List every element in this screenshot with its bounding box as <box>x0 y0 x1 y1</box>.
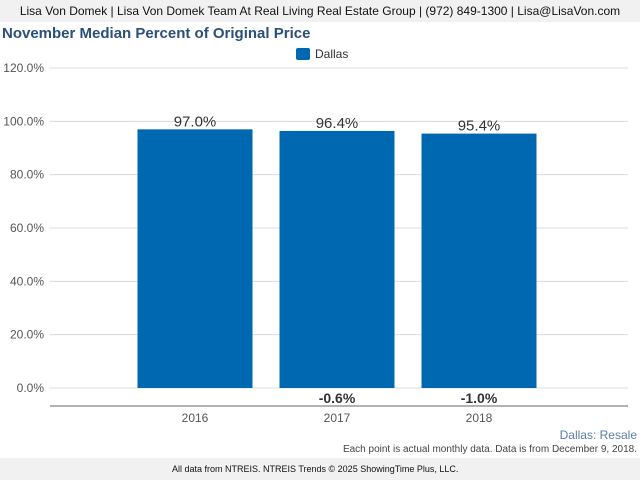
y-tick-label: 60.0% <box>10 221 44 235</box>
y-tick-label: 120.0% <box>3 61 44 75</box>
y-tick-label: 100.0% <box>3 114 44 128</box>
data-note: Each point is actual monthly data. Data … <box>342 444 637 455</box>
footer-source-note: All data from NTREIS. NTREIS Trends © 20… <box>172 464 459 474</box>
bar-chart: 0.0% 20.0% 40.0% 60.0% 80.0% 100.0% 120.0% 97.0… <box>3 61 628 425</box>
x-tick-label: 2016 <box>182 411 209 425</box>
bar-value-label: 95.4% <box>458 118 501 135</box>
y-tick-label: 0.0% <box>17 381 45 395</box>
bar-value-label: 96.4% <box>316 115 359 132</box>
y-tick-label: 40.0% <box>10 274 44 288</box>
chart-legend: Dallas <box>296 46 348 62</box>
bar <box>137 129 253 389</box>
bar <box>421 133 537 388</box>
legend-label: Dallas <box>315 47 349 61</box>
header-contact-bar: Lisa Von Domek | Lisa Von Domek Team At … <box>0 0 640 22</box>
y-tick-label: 80.0% <box>10 168 44 182</box>
bar <box>279 130 395 388</box>
legend-swatch <box>296 48 310 60</box>
region-label: Dallas: Resale <box>559 428 637 442</box>
x-tick-label: 2017 <box>324 411 351 425</box>
footer-bar <box>0 458 640 480</box>
chart-title: November Median Percent of Original Pric… <box>2 25 311 42</box>
change-label: -0.6% <box>319 390 356 406</box>
change-label: -1.0% <box>461 390 498 406</box>
bar-value-label: 97.0% <box>174 113 217 130</box>
x-tick-label: 2018 <box>466 411 493 425</box>
y-tick-label: 20.0% <box>10 328 44 342</box>
header-contact-text: Lisa Von Domek | Lisa Von Domek Team At … <box>19 4 621 18</box>
